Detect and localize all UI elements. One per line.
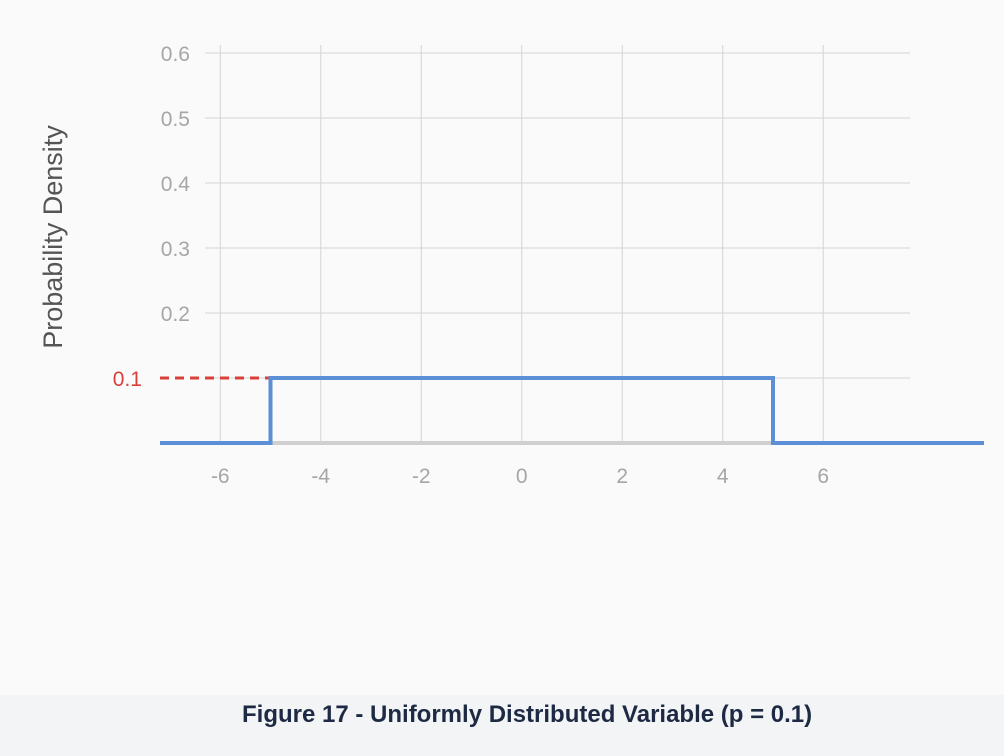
chart: 0.2 0.3 0.4 0.5 0.6 -6 -4 -2 0 2 4 6 0.1 Probabili… bbox=[38, 43, 984, 488]
x-tick-label: 2 bbox=[616, 465, 628, 488]
series bbox=[160, 376, 984, 445]
y-axis-ticks: 0.2 0.3 0.4 0.5 0.6 bbox=[161, 43, 191, 326]
grid bbox=[205, 45, 910, 443]
x-tick-label: -4 bbox=[311, 465, 330, 488]
x-tick-label: -2 bbox=[412, 465, 431, 488]
y-tick-label: 0.5 bbox=[161, 108, 190, 131]
figure-caption: Figure 17 - Uniformly Distributed Variab… bbox=[242, 701, 813, 728]
series-line bbox=[160, 376, 984, 445]
x-tick-label: -6 bbox=[211, 465, 230, 488]
y-tick-label: 0.3 bbox=[161, 238, 190, 261]
y-tick-label: 0.4 bbox=[161, 173, 191, 196]
reference-line-label: 0.1 bbox=[113, 368, 142, 391]
x-tick-label: 4 bbox=[717, 465, 729, 488]
x-tick-label: 0 bbox=[516, 465, 528, 488]
x-axis-ticks: -6 -4 -2 0 2 4 6 bbox=[211, 465, 829, 488]
annotations: 0.1 bbox=[113, 368, 271, 391]
y-tick-label: 0.2 bbox=[161, 303, 190, 326]
x-tick-label: 6 bbox=[817, 465, 829, 488]
y-axis-label: Probability Density bbox=[38, 125, 68, 349]
y-tick-label: 0.6 bbox=[161, 43, 190, 66]
caption-bar bbox=[0, 695, 1004, 756]
